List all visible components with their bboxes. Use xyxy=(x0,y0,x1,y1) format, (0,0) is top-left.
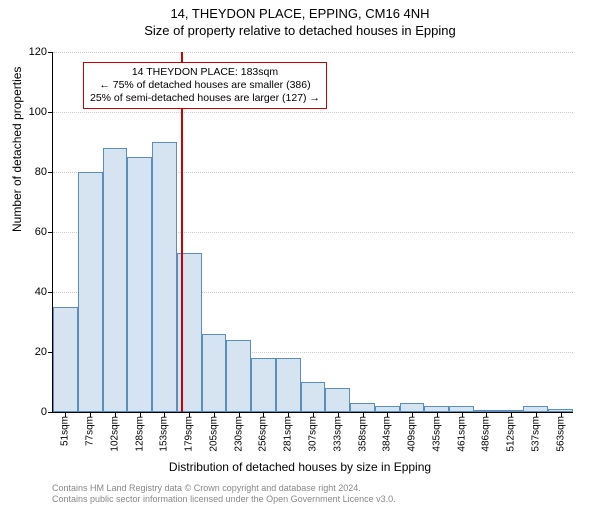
y-axis-label: Number of detached properties xyxy=(10,67,24,232)
x-tick-label: 77sqm xyxy=(85,416,96,446)
histogram-bar xyxy=(325,388,350,412)
y-tick-mark xyxy=(48,52,53,53)
annotation-box: 14 THEYDON PLACE: 183sqm← 75% of detache… xyxy=(83,62,327,109)
title-block: 14, THEYDON PLACE, EPPING, CM16 4NH Size… xyxy=(0,6,600,38)
x-tick-label: 256sqm xyxy=(258,416,269,452)
y-tick-label: 120 xyxy=(17,46,47,58)
y-tick-mark xyxy=(48,172,53,173)
x-tick-label: 537sqm xyxy=(530,416,541,452)
x-tick-label: 230sqm xyxy=(233,416,244,452)
y-tick-mark xyxy=(48,292,53,293)
histogram-bar xyxy=(202,334,227,412)
histogram-bar xyxy=(350,403,375,412)
x-tick-label: 563sqm xyxy=(555,416,566,452)
gridline xyxy=(53,112,573,113)
histogram-bar xyxy=(53,307,78,412)
histogram-bar xyxy=(152,142,177,412)
y-tick-mark xyxy=(48,232,53,233)
x-tick-label: 205sqm xyxy=(208,416,219,452)
footer-line-2: Contains public sector information licen… xyxy=(52,494,396,504)
x-tick-label: 179sqm xyxy=(184,416,195,452)
x-tick-label: 384sqm xyxy=(382,416,393,452)
x-axis-label: Distribution of detached houses by size … xyxy=(0,460,600,474)
y-tick-mark xyxy=(48,112,53,113)
footer-line-1: Contains HM Land Registry data © Crown c… xyxy=(52,483,396,493)
x-tick-label: 486sqm xyxy=(481,416,492,452)
x-tick-label: 512sqm xyxy=(506,416,517,452)
x-tick-label: 102sqm xyxy=(109,416,120,452)
y-tick-label: 0 xyxy=(17,406,47,418)
annotation-line: 14 THEYDON PLACE: 183sqm xyxy=(90,66,320,79)
histogram-bar xyxy=(78,172,103,412)
x-tick-label: 358sqm xyxy=(357,416,368,452)
page-title: 14, THEYDON PLACE, EPPING, CM16 4NH xyxy=(0,6,600,21)
x-tick-label: 281sqm xyxy=(283,416,294,452)
plot-area: 02040608010012051sqm77sqm102sqm128sqm153… xyxy=(52,52,573,413)
x-tick-label: 153sqm xyxy=(159,416,170,452)
y-tick-label: 20 xyxy=(17,346,47,358)
histogram-bar xyxy=(400,403,425,412)
histogram-bar xyxy=(226,340,251,412)
gridline xyxy=(53,52,573,53)
x-tick-label: 409sqm xyxy=(407,416,418,452)
histogram-bar xyxy=(127,157,152,412)
y-tick-mark xyxy=(48,412,53,413)
histogram-bar xyxy=(103,148,128,412)
histogram-chart: 02040608010012051sqm77sqm102sqm128sqm153… xyxy=(52,52,572,412)
histogram-bar xyxy=(276,358,301,412)
histogram-bar xyxy=(301,382,326,412)
x-tick-label: 128sqm xyxy=(134,416,145,452)
x-tick-label: 461sqm xyxy=(456,416,467,452)
annotation-line: ← 75% of detached houses are smaller (38… xyxy=(90,79,320,92)
y-tick-label: 80 xyxy=(17,166,47,178)
x-tick-label: 435sqm xyxy=(431,416,442,452)
page-subtitle: Size of property relative to detached ho… xyxy=(0,23,600,38)
footer-attribution: Contains HM Land Registry data © Crown c… xyxy=(52,483,396,504)
x-tick-label: 307sqm xyxy=(308,416,319,452)
y-tick-label: 40 xyxy=(17,286,47,298)
histogram-bar xyxy=(251,358,276,412)
x-tick-label: 51sqm xyxy=(60,416,71,446)
annotation-line: 25% of semi-detached houses are larger (… xyxy=(90,92,320,105)
y-tick-label: 60 xyxy=(17,226,47,238)
y-tick-label: 100 xyxy=(17,106,47,118)
x-tick-label: 333sqm xyxy=(332,416,343,452)
